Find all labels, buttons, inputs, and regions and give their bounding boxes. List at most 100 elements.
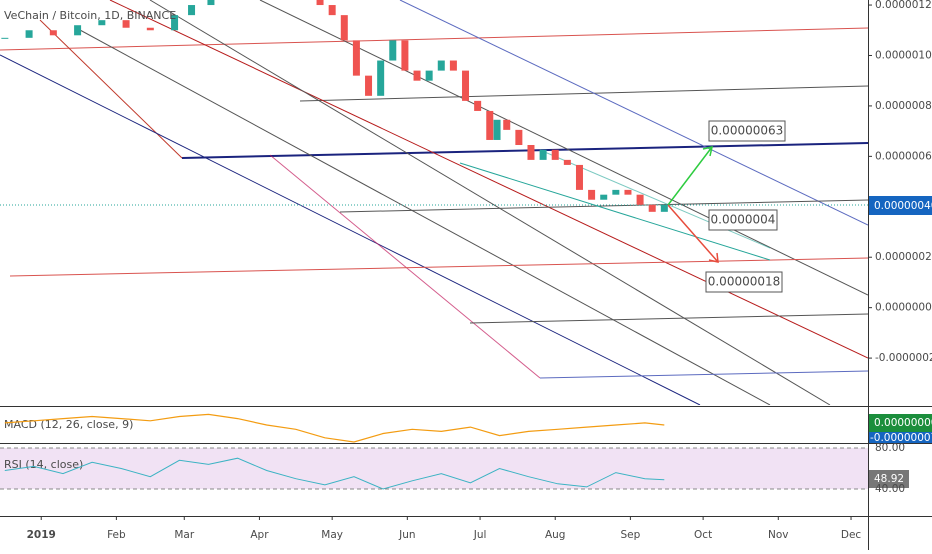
candle bbox=[575, 164, 583, 190]
candles bbox=[1, 0, 668, 212]
candle bbox=[437, 60, 445, 71]
x-tick-label: Feb bbox=[107, 529, 126, 541]
macd-value: 0.00000000 bbox=[874, 417, 932, 429]
trendlines bbox=[0, 0, 868, 405]
x-tick-label: Dec bbox=[841, 529, 862, 541]
arrow-head bbox=[702, 146, 713, 157]
candle bbox=[74, 25, 82, 36]
candle bbox=[462, 70, 470, 101]
candle bbox=[188, 5, 196, 16]
trendline bbox=[149, 0, 831, 405]
candle bbox=[636, 194, 644, 205]
candle bbox=[515, 129, 523, 146]
rsi-value-box bbox=[869, 470, 909, 488]
rsi-value: 48.92 bbox=[874, 473, 904, 485]
x-tick-label: Mar bbox=[174, 529, 194, 541]
trendline bbox=[0, 27, 868, 51]
candle bbox=[588, 189, 596, 200]
candle bbox=[328, 5, 336, 16]
candle bbox=[377, 60, 385, 96]
rsi-line bbox=[4, 457, 665, 490]
trendline bbox=[459, 162, 771, 261]
x-tick-label: May bbox=[321, 529, 343, 541]
annotation-box bbox=[705, 271, 783, 293]
trendline bbox=[299, 85, 868, 102]
x-tick-label: Aug bbox=[545, 529, 566, 541]
candle bbox=[660, 204, 668, 212]
trendline bbox=[339, 199, 868, 213]
candle bbox=[624, 189, 632, 195]
candle bbox=[340, 15, 348, 41]
candle bbox=[612, 189, 620, 195]
candle bbox=[600, 194, 608, 200]
trendline bbox=[539, 370, 868, 379]
trendline bbox=[109, 0, 868, 359]
annotation-box bbox=[708, 209, 778, 231]
macd-value: -0.00000007 bbox=[870, 432, 932, 444]
candle bbox=[493, 119, 501, 140]
candle bbox=[49, 30, 57, 36]
candle bbox=[207, 0, 215, 6]
candle bbox=[365, 75, 373, 96]
x-tick-label: Apr bbox=[250, 529, 269, 541]
x-tick-label: Jun bbox=[398, 529, 415, 541]
candle bbox=[352, 40, 360, 76]
candle bbox=[98, 20, 106, 26]
rsi-tick-label: 40.00 bbox=[875, 483, 905, 495]
candle bbox=[648, 204, 656, 212]
trendline bbox=[0, 54, 701, 405]
candle bbox=[122, 20, 130, 28]
candle bbox=[316, 0, 324, 6]
candle bbox=[425, 70, 433, 81]
candle bbox=[171, 15, 179, 31]
trendline bbox=[181, 142, 868, 159]
arrow-up bbox=[667, 146, 713, 206]
candle bbox=[527, 145, 535, 160]
trendline bbox=[9, 257, 868, 277]
macd-value-box bbox=[869, 414, 932, 432]
annotation: 0.0000004 bbox=[711, 213, 776, 227]
x-tick-label: Sep bbox=[620, 529, 640, 541]
macd-value-box bbox=[869, 432, 932, 443]
candle bbox=[1, 37, 9, 39]
candle bbox=[401, 40, 409, 71]
rsi-band bbox=[0, 448, 868, 489]
candle bbox=[25, 30, 33, 38]
macd-line bbox=[4, 413, 665, 443]
last-price-label: 0.00000040 bbox=[874, 200, 932, 212]
candle bbox=[563, 159, 571, 165]
trendline bbox=[79, 29, 771, 405]
annotation: 0.00000063 bbox=[711, 124, 784, 138]
annotations: 0.00000063 0.0000004 0.00000018 bbox=[705, 120, 786, 293]
candle bbox=[539, 149, 547, 160]
candle bbox=[486, 110, 494, 140]
trendline bbox=[399, 0, 868, 226]
chart-title: VeChain / Bitcoin, 1D, BINANCE bbox=[4, 9, 176, 22]
x-tick-label: Jul bbox=[473, 529, 487, 541]
x-tick-label: Oct bbox=[694, 529, 712, 541]
candle bbox=[389, 40, 397, 61]
candle bbox=[146, 27, 154, 31]
last-price-box bbox=[869, 196, 932, 215]
candle bbox=[474, 100, 482, 111]
trendline bbox=[469, 313, 868, 324]
annotation-box bbox=[708, 120, 786, 142]
x-tick-label: 2019 bbox=[27, 529, 56, 541]
macd-title: MACD (12, 26, close, 9) bbox=[4, 418, 133, 431]
rsi-tick-label: 80.00 bbox=[875, 442, 905, 454]
trendline bbox=[259, 0, 868, 296]
candle bbox=[551, 149, 559, 160]
candle bbox=[449, 60, 457, 71]
candle bbox=[413, 70, 421, 81]
candle bbox=[503, 119, 511, 130]
annotation: 0.00000018 bbox=[708, 275, 781, 289]
x-tick-label: Nov bbox=[768, 529, 789, 541]
